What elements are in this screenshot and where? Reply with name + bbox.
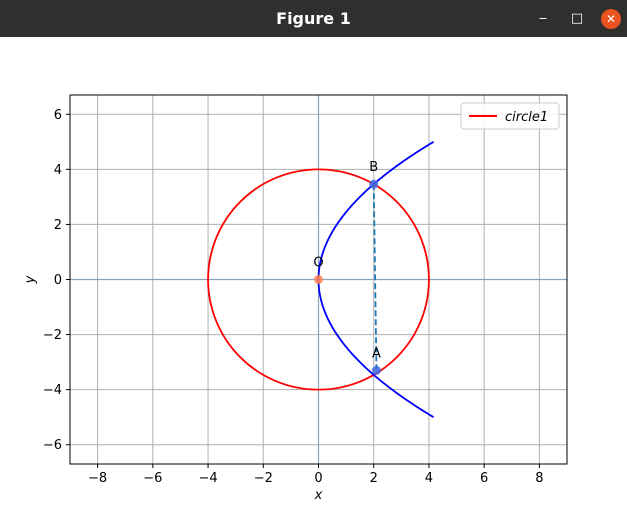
y-tick-label: 4 <box>54 163 62 178</box>
point-o-marker <box>314 275 323 284</box>
x-tick-label: 0 <box>314 471 322 486</box>
legend: circle1 <box>460 102 560 130</box>
point-o-label: O <box>313 256 323 271</box>
legend-entry-label: circle1 <box>505 110 548 125</box>
chord-segment-line <box>372 184 378 371</box>
x-axis-label: x <box>314 488 323 503</box>
point-a-marker <box>371 365 381 375</box>
y-axis-label: y <box>23 275 38 284</box>
y-tick-label: −4 <box>43 383 62 398</box>
window-title: Figure 1 <box>276 9 351 28</box>
x-tick-label: −8 <box>88 471 107 486</box>
y-tick-label: −2 <box>43 328 62 343</box>
point-b-marker <box>369 179 379 189</box>
x-tick-label: 2 <box>370 471 378 486</box>
y-tick-label: −6 <box>43 438 62 453</box>
point-b-label: B <box>369 160 378 175</box>
window-titlebar: Figure 1 ‒ □ ✕ <box>0 0 627 37</box>
legend-box <box>460 102 560 130</box>
y-tick-label: 2 <box>54 218 62 233</box>
x-tick-label: 8 <box>535 471 543 486</box>
x-tick-label: −2 <box>254 471 273 486</box>
circle-series-line <box>207 168 430 391</box>
figure-canvas: O B A −8 −6 −4 −2 0 2 4 6 8 −6 −4 −2 0 2 4 6 x y circle1 <box>23 94 568 503</box>
maximize-icon[interactable]: □ <box>570 11 584 26</box>
point-a-label: A <box>372 346 381 361</box>
close-icon[interactable]: ✕ <box>601 9 621 29</box>
ticks: −8 −6 −4 −2 0 2 4 6 8 −6 −4 −2 0 2 4 6 <box>43 108 544 486</box>
y-tick-label: 0 <box>54 273 62 288</box>
minimize-icon[interactable]: ‒ <box>538 11 548 26</box>
x-tick-label: −6 <box>143 471 162 486</box>
points: O B A <box>313 160 381 375</box>
x-tick-label: −4 <box>198 471 217 486</box>
x-tick-label: 4 <box>425 471 433 486</box>
x-tick-label: 6 <box>480 471 488 486</box>
y-tick-label: 6 <box>54 108 62 123</box>
